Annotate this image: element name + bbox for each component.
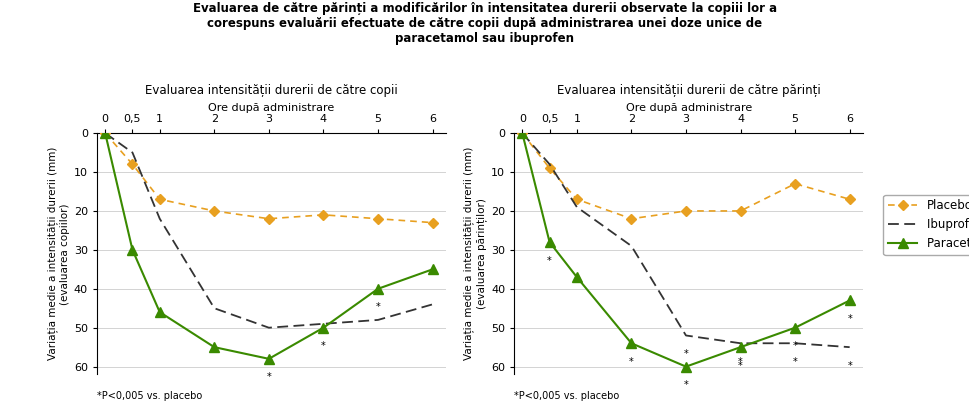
Title: Evaluarea intensității durerii de către părinți: Evaluarea intensității durerii de către …: [556, 84, 820, 97]
Text: *: *: [792, 341, 797, 352]
Text: *: *: [683, 349, 688, 359]
Text: *: *: [321, 341, 326, 352]
Text: *P<0,005 vs. placebo: *P<0,005 vs. placebo: [97, 391, 203, 401]
Text: Evaluarea de către părinți a modificărilor în intensitatea durerii observate la : Evaluarea de către părinți a modificăril…: [193, 2, 776, 45]
X-axis label: Ore după administrare: Ore după administrare: [208, 103, 334, 113]
Text: *: *: [792, 357, 797, 367]
Title: Evaluarea intensității durerii de către copii: Evaluarea intensității durerii de către …: [145, 84, 397, 97]
Text: *: *: [683, 380, 688, 390]
Text: *P<0,005 vs. placebo: *P<0,005 vs. placebo: [514, 391, 619, 401]
Y-axis label: Variația medie a intensității durerii (mm)
(evaluarea părinților): Variația medie a intensității durerii (m…: [463, 147, 486, 360]
Text: *: *: [266, 372, 271, 382]
Text: *: *: [628, 357, 633, 367]
X-axis label: Ore după administrare: Ore după administrare: [625, 103, 751, 113]
Text: *: *: [375, 302, 380, 312]
Text: *: *: [737, 357, 742, 367]
Legend: Placebo, Ibuprofen 10 mg/kg, Paracetamol 15 mg/kg: Placebo, Ibuprofen 10 mg/kg, Paracetamol…: [882, 195, 969, 255]
Text: *: *: [846, 314, 851, 324]
Text: *: *: [737, 361, 742, 371]
Y-axis label: Variația medie a intensității durerii (mm)
(evaluarea copiilor): Variația medie a intensității durerii (m…: [47, 147, 70, 360]
Text: *: *: [846, 361, 851, 371]
Text: *: *: [547, 256, 551, 266]
